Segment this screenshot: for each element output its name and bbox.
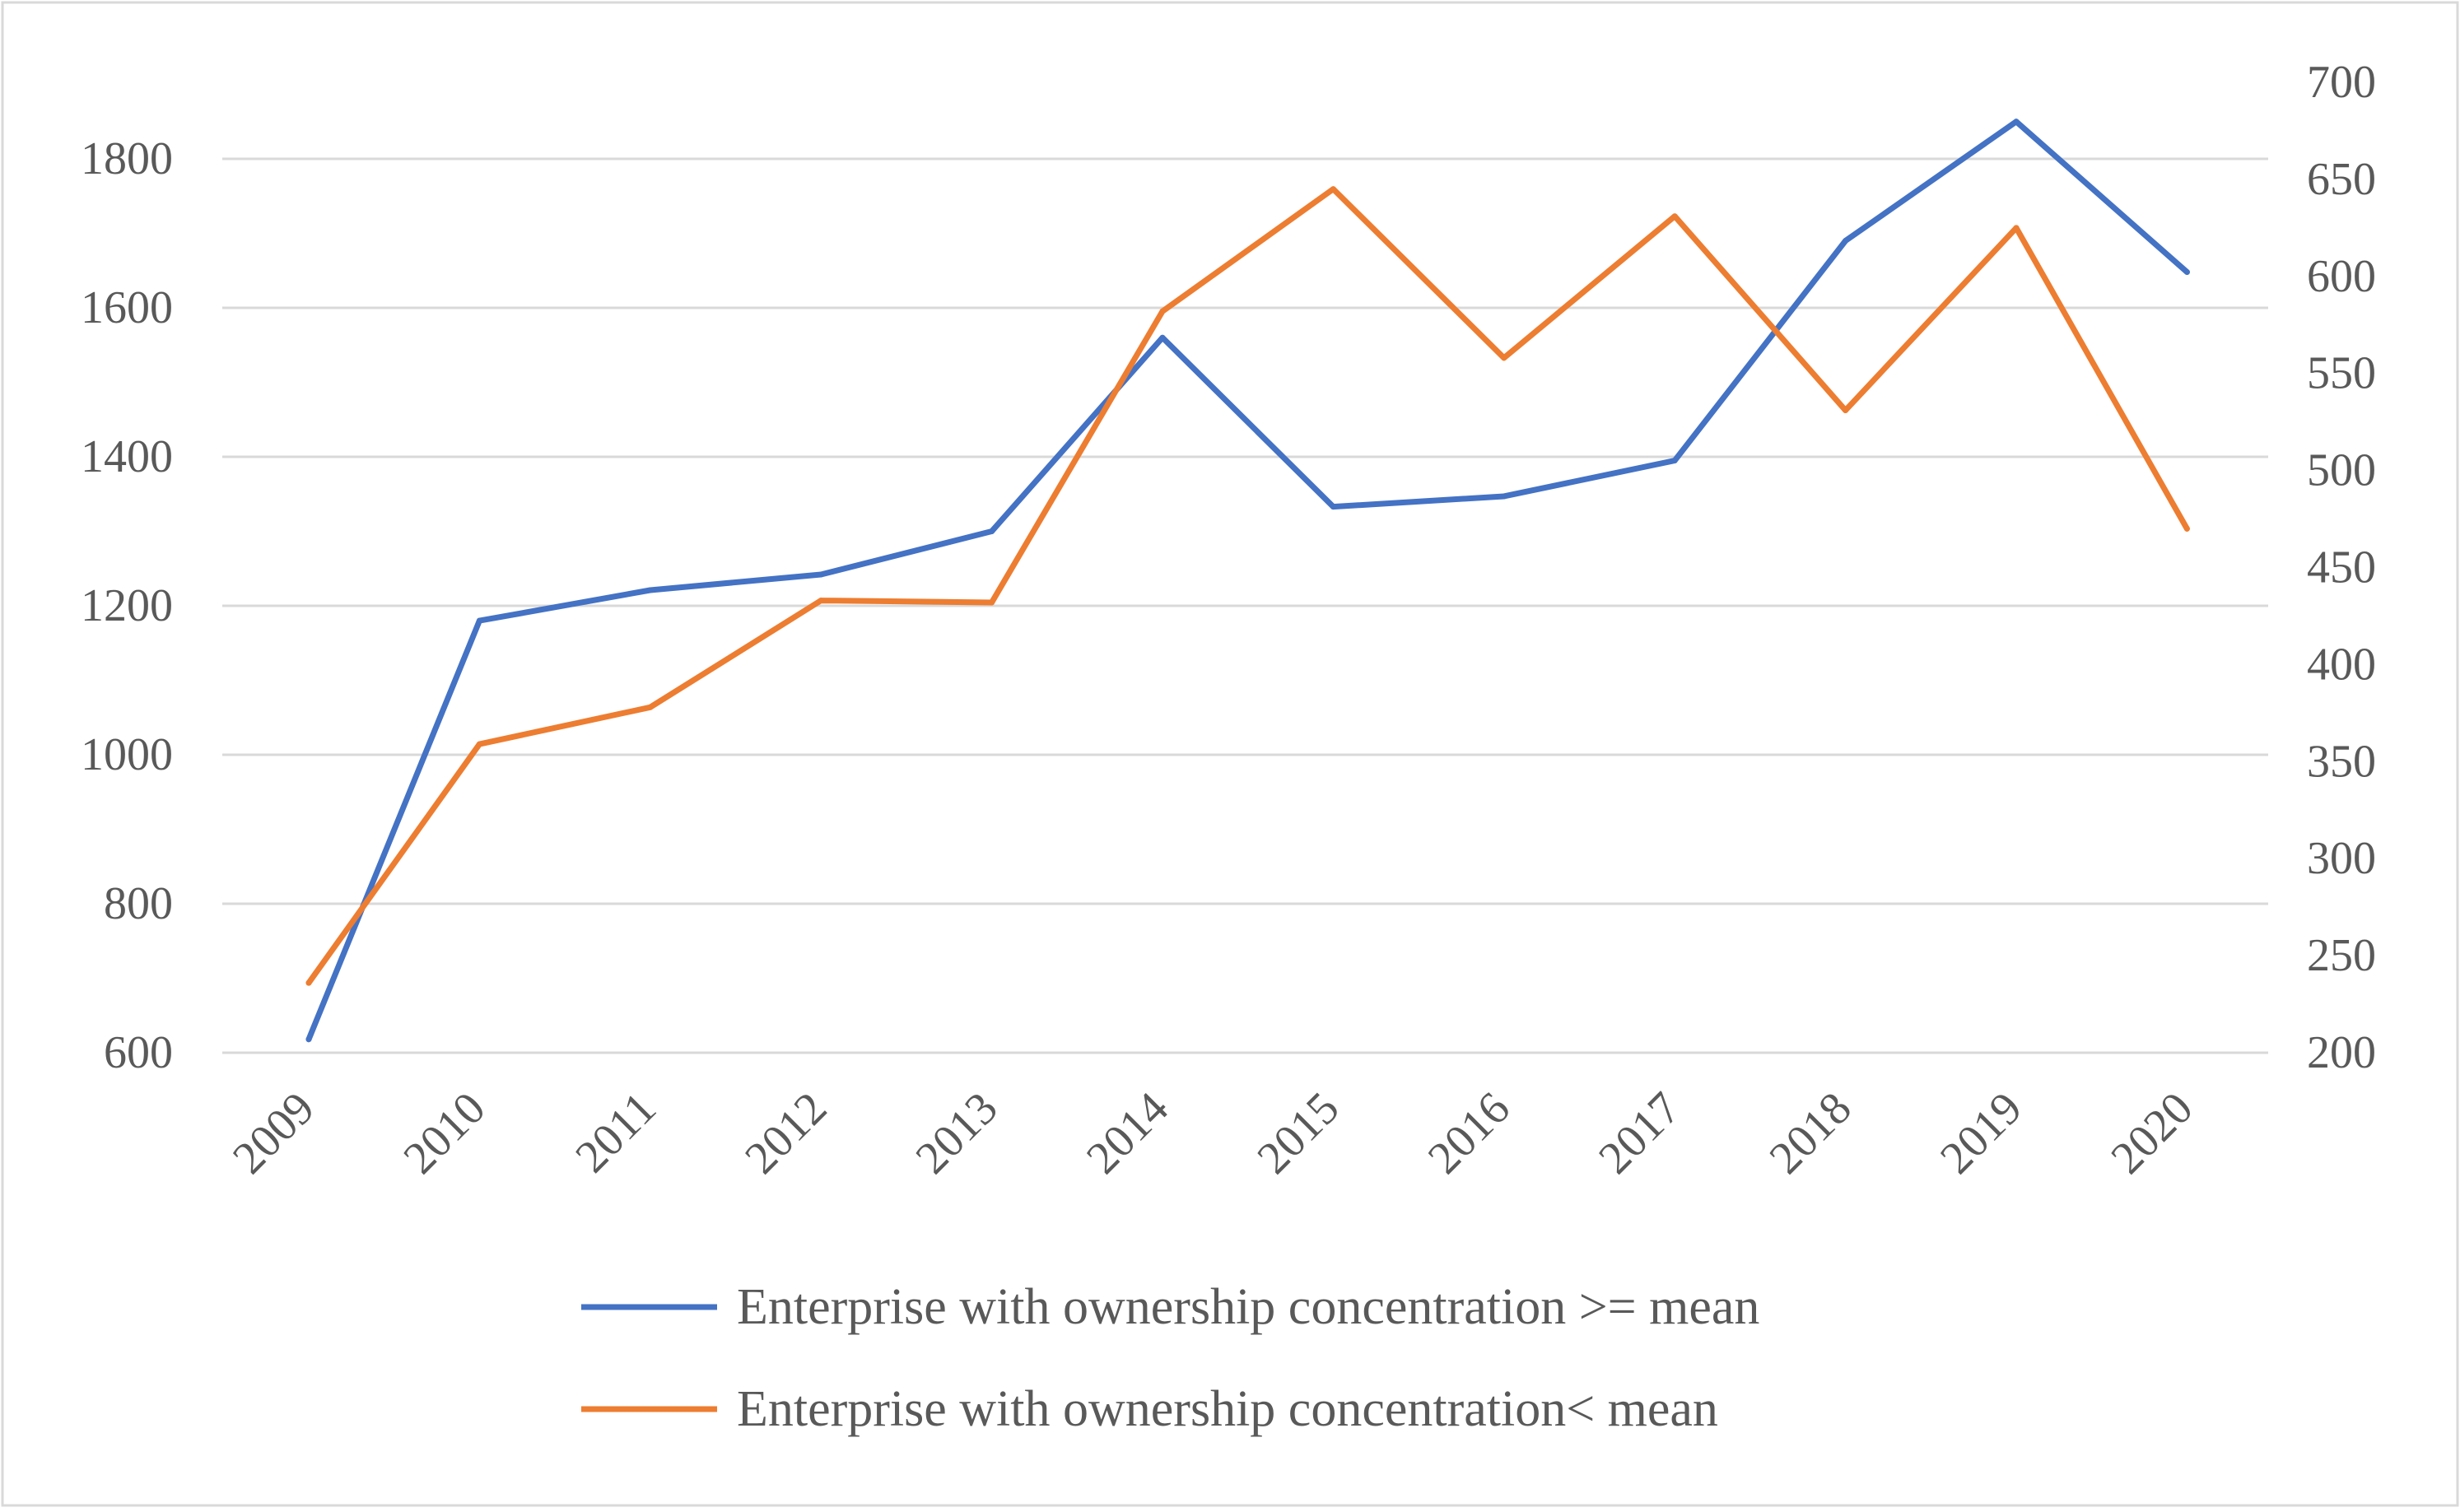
series-2-point <box>1159 308 1166 314</box>
series-1-point <box>476 617 482 624</box>
series-1-point <box>2013 119 2020 125</box>
series-2-point <box>476 741 482 747</box>
series-2-point <box>2013 225 2020 231</box>
left-y-axis: 600 800 1000 1200 1400 1600 1800 <box>81 133 173 1078</box>
series-2-point <box>1671 213 1678 220</box>
right-y-tick-label: 300 <box>2307 833 2376 884</box>
series-line-2 <box>305 186 2190 986</box>
series-1-point <box>1843 238 1849 244</box>
series-lines <box>305 119 2190 1043</box>
right-y-tick-label: 650 <box>2307 154 2376 205</box>
right-y-tick-label: 700 <box>2307 57 2376 108</box>
series-2-point <box>647 704 654 710</box>
right-y-tick-label: 400 <box>2307 639 2376 690</box>
gridlines <box>222 157 2268 1054</box>
right-y-axis: 200 250 300 350 400 450 500 550 600 650 700 <box>2307 57 2376 1078</box>
series-2-point <box>1843 407 1849 414</box>
series-1-point <box>305 1036 312 1043</box>
left-y-tick-label: 1400 <box>81 431 173 482</box>
series-1-point <box>1159 334 1166 341</box>
series-2-point <box>305 979 312 986</box>
series-1-point <box>818 571 824 578</box>
series-1-point <box>989 528 995 534</box>
right-y-tick-label: 550 <box>2307 348 2376 399</box>
series-2-point <box>1330 186 1336 193</box>
right-y-tick-label: 350 <box>2307 736 2376 787</box>
right-y-tick-label: 250 <box>2307 930 2376 981</box>
legend: Enterprise with ownership concentration … <box>581 1279 1759 1437</box>
left-y-tick-label: 1800 <box>81 133 173 184</box>
left-y-tick-label: 1200 <box>81 580 173 631</box>
series-2-point <box>818 598 824 604</box>
left-y-tick-label: 600 <box>104 1027 173 1078</box>
series-2-point <box>989 599 995 606</box>
right-y-tick-label: 450 <box>2307 542 2376 593</box>
left-y-tick-label: 1600 <box>81 282 173 333</box>
series-1-point <box>647 587 654 593</box>
left-y-tick-label: 800 <box>104 878 173 929</box>
right-y-tick-label: 500 <box>2307 445 2376 496</box>
right-y-tick-label: 600 <box>2307 251 2376 302</box>
right-y-tick-label: 200 <box>2307 1027 2376 1078</box>
series-1-point <box>1671 458 1678 464</box>
series-1-point <box>2183 269 2190 276</box>
series-line-1 <box>305 119 2190 1043</box>
legend-label: Enterprise with ownership concentration … <box>737 1279 1759 1335</box>
legend-label: Enterprise with ownership concentration<… <box>737 1381 1718 1437</box>
series-1-point <box>1330 504 1336 510</box>
series-1-point <box>1501 493 1507 500</box>
series-2-point <box>2183 525 2190 532</box>
left-y-tick-label: 1000 <box>81 729 173 780</box>
series-2-point <box>1501 355 1507 361</box>
